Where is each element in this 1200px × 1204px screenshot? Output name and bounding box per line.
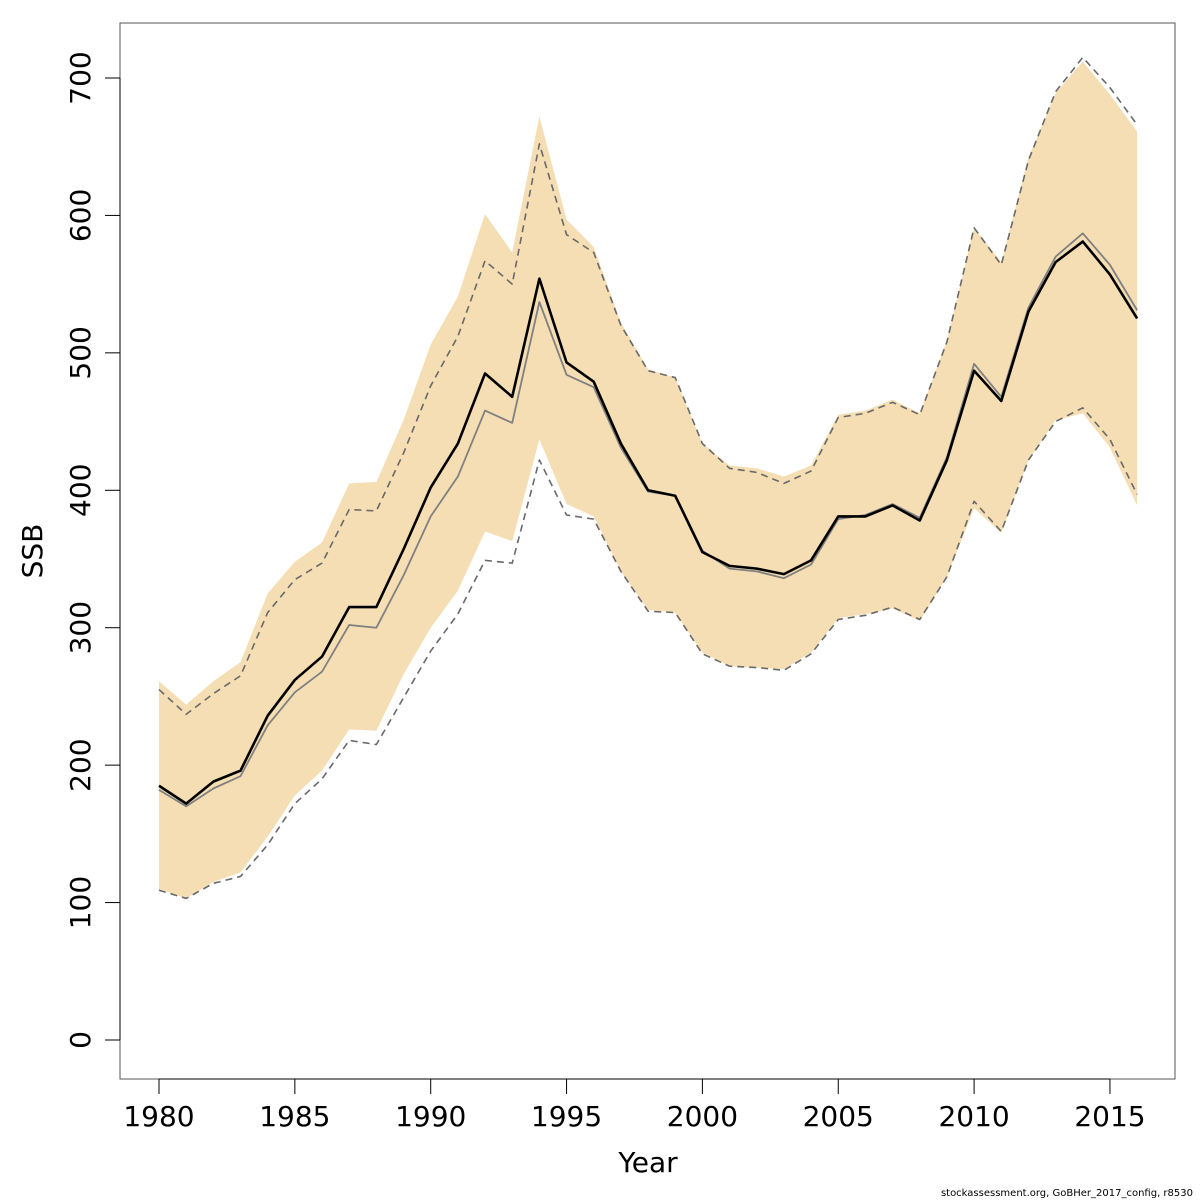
series-line-upper-dashed <box>158 56 1138 716</box>
y-tick-label: 500 <box>64 326 97 379</box>
x-tick-label: 1980 <box>123 1100 194 1133</box>
confidence-band <box>159 61 1138 899</box>
y-axis: 0 100 200 300 400 500 600 700 <box>64 51 121 1049</box>
series-layer <box>158 56 1139 900</box>
x-tick-label: 1990 <box>395 1100 466 1133</box>
y-tick-label: 0 <box>64 1031 97 1049</box>
x-tick-label: 2015 <box>1074 1100 1145 1133</box>
x-tick-label: 1995 <box>531 1100 602 1133</box>
x-tick-label: 1985 <box>259 1100 330 1133</box>
confidence-band-layer <box>159 61 1138 899</box>
y-tick-label: 700 <box>64 51 97 104</box>
series-line-lower-dashed <box>158 407 1138 900</box>
y-tick-label: 600 <box>64 189 97 242</box>
x-axis: 1980 1985 1990 1995 2000 2005 2010 2015 <box>123 1078 1146 1133</box>
y-tick-label: 300 <box>64 601 97 654</box>
series-line-ssb-previous <box>158 232 1138 808</box>
x-tick-label: 2005 <box>803 1100 874 1133</box>
y-tick-label: 100 <box>64 876 97 929</box>
series-line-ssb-estimate <box>158 240 1139 805</box>
x-axis-label: Year <box>617 1146 678 1179</box>
footer-credit: stockassessment.org, GoBHer_2017_config,… <box>941 1188 1193 1199</box>
y-tick-label: 200 <box>64 738 97 791</box>
x-tick-label: 2000 <box>667 1100 738 1133</box>
y-axis-label: SSB <box>16 524 49 579</box>
x-tick-label: 2010 <box>938 1100 1009 1133</box>
y-tick-label: 400 <box>64 464 97 517</box>
